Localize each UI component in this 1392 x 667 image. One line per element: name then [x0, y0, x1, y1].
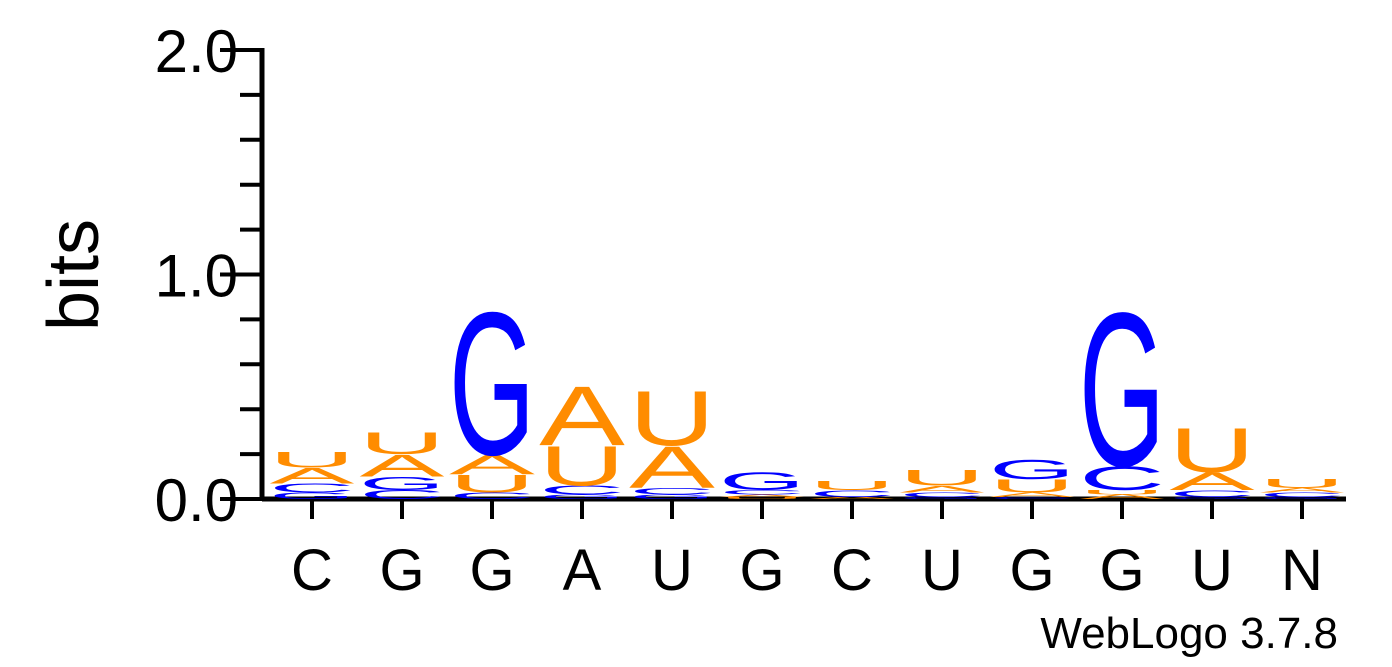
logo-letter-a: A	[539, 369, 625, 464]
logo-letter-g: G	[539, 493, 625, 500]
logo-letter-c: C	[809, 488, 895, 498]
x-tick-label: C	[291, 538, 333, 603]
x-tick-label: C	[831, 538, 873, 603]
axes: 0.01.02.0C G G A U G C U G G U N	[155, 18, 1346, 603]
logo-letter-g: G	[1169, 496, 1255, 500]
logo-letter-a: A	[1080, 493, 1165, 500]
logo-letter-u: U	[449, 470, 535, 498]
x-tick-label: U	[651, 538, 693, 603]
x-tick-label: G	[1099, 538, 1144, 603]
logo-letter-c: C	[629, 486, 715, 496]
logo-letter-g: G	[989, 454, 1075, 485]
y-tick-label: 0.0	[155, 467, 238, 534]
logo-letter-u: U	[719, 496, 805, 500]
logo-letter-c: C	[449, 491, 535, 501]
logo-letter-a: A	[1260, 487, 1345, 494]
logo-letter-c: C	[719, 489, 805, 496]
x-tick-label: U	[921, 538, 963, 603]
logo-letter-g: G	[1259, 496, 1345, 500]
logo-letter-a: A	[720, 494, 805, 498]
x-tick-label: U	[1191, 538, 1233, 603]
x-tick-label: G	[1009, 538, 1054, 603]
logo-letter-c: C	[899, 491, 985, 498]
y-axis-label: bits	[34, 219, 114, 331]
logo-letter-c: C	[1169, 488, 1255, 498]
logo-letter-a: A	[990, 491, 1075, 498]
x-tick-label: A	[563, 538, 602, 603]
logo-letter-g: G	[719, 467, 805, 495]
logo-letter-c: C	[359, 488, 445, 502]
logo-letter-g: G	[269, 490, 355, 501]
logo-letter-u: U	[1079, 489, 1165, 496]
logo-letter-g: G	[359, 473, 445, 494]
logo-letter-g: G	[1079, 267, 1165, 512]
logo-letter-g: G	[629, 493, 715, 500]
x-tick-label: N	[1281, 538, 1323, 603]
logo-letter-c: C	[989, 496, 1075, 500]
logo-letter-a: A	[449, 449, 536, 480]
logo-letter-c: C	[1259, 491, 1345, 498]
logo-letter-c: C	[1079, 459, 1165, 498]
weblogo-credit: WebLogo 3.7.8	[1040, 609, 1338, 658]
logo-letter-c: C	[539, 483, 625, 497]
x-tick-label: G	[739, 538, 784, 603]
logo-letter-u: U	[989, 475, 1075, 496]
logo-letter-u: U	[809, 479, 895, 493]
logo-letter-u: U	[629, 375, 715, 462]
y-tick-label: 1.0	[155, 243, 238, 310]
logo-letter-u: U	[1259, 476, 1345, 490]
y-tick-label: 2.0	[155, 18, 238, 85]
logo-letter-a: A	[1169, 467, 1255, 495]
x-tick-label: G	[379, 538, 424, 603]
logo-letter-a: A	[900, 484, 985, 495]
logo-letter-a: A	[359, 448, 444, 483]
logo-letter-a: A	[810, 496, 895, 500]
logo-letter-u: U	[359, 426, 445, 461]
x-tick-label: G	[469, 538, 514, 603]
logo-letter-g: G	[899, 496, 985, 500]
logo-letter-g: G	[449, 270, 535, 497]
logo-letter-u: U	[1169, 416, 1255, 486]
logo-letter-a: A	[270, 464, 355, 489]
logo-letter-u: U	[539, 435, 625, 498]
logo-letter-a: A	[629, 434, 715, 501]
logo-letter-u: U	[269, 448, 355, 473]
logo-letter-u: U	[899, 466, 985, 491]
logo-letter-c: C	[269, 481, 355, 495]
